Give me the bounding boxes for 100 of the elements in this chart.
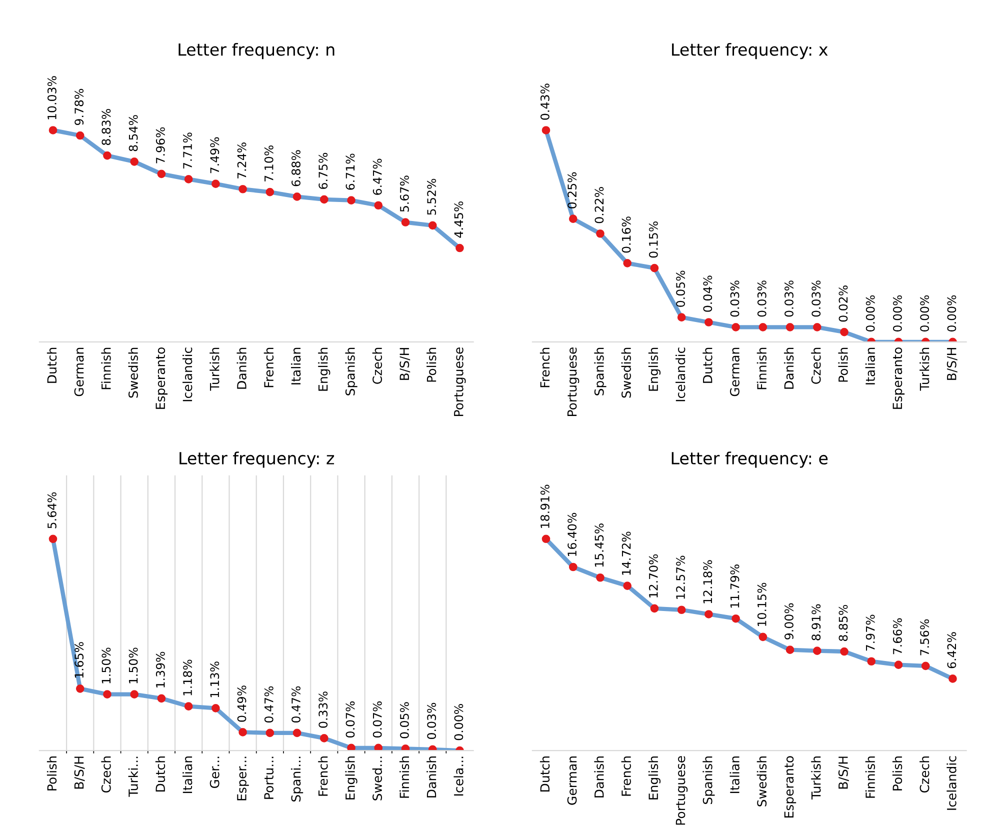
data-label: 0.47%	[264, 686, 274, 722]
x-tick-label: English	[345, 756, 358, 800]
data-label: 18.91%	[540, 484, 550, 528]
x-tick-label: B/S/H	[838, 756, 849, 789]
data-label: 0.03%	[427, 702, 436, 739]
data-label: 0.00%	[892, 295, 902, 332]
x-tick-label: Esperanto	[784, 756, 796, 818]
x-tick-label: Spani...	[290, 756, 304, 802]
x-tick-label: Turkish	[811, 756, 821, 800]
chart-title: Letter frequency: z	[180, 452, 334, 468]
x-tick-label: Esperanto	[892, 347, 905, 409]
data-label: 8.91%	[812, 604, 821, 640]
x-tick-label: Czech	[372, 348, 382, 384]
data-label: 0.15%	[648, 222, 658, 258]
x-tick-label: Icelandic	[676, 348, 686, 402]
data-label: 0.03%	[812, 280, 821, 317]
data-label: 8.85%	[838, 604, 848, 641]
data-label: 0.00%	[947, 295, 956, 332]
x-tick-label: Icela...	[454, 756, 464, 796]
x-tick-label: B/S/H	[946, 348, 958, 380]
x-tick-label: English	[318, 348, 330, 391]
data-label: 9.78%	[74, 88, 84, 126]
data-label: 0.05%	[400, 702, 409, 738]
data-label: 1.18%	[183, 660, 192, 696]
data-label: 7.96%	[156, 127, 165, 164]
x-tick-label: Finnish	[399, 756, 410, 798]
x-tick-label: Danish	[236, 348, 246, 389]
data-label: 0.49%	[237, 686, 246, 722]
data-label: 14.72%	[622, 532, 631, 575]
x-tick-label: French	[540, 348, 550, 388]
x-tick-label: Dutch	[155, 756, 166, 792]
data-label: 8.54%	[128, 115, 138, 152]
x-tick-label: Finnish	[756, 348, 767, 390]
data-label: 0.25%	[568, 172, 577, 208]
chart-title: Letter frequency: x	[672, 42, 828, 60]
data-label: 7.49%	[210, 137, 220, 174]
data-label: 0.43%	[540, 84, 550, 120]
data-label: 0.03%	[730, 280, 740, 317]
x-tick-label: Danish	[594, 756, 604, 798]
data-label: 15.45%	[594, 524, 604, 567]
data-label: 0.04%	[703, 276, 712, 312]
x-tick-label: Spanish	[345, 348, 358, 396]
x-tick-label: Turkish	[920, 348, 930, 391]
x-tick-label: French	[621, 756, 631, 796]
x-tick-label: Spanish	[702, 756, 715, 804]
x-tick-label: English	[648, 756, 661, 800]
x-tick-label: German	[567, 756, 577, 805]
x-tick-label: Portuguese	[454, 347, 466, 416]
data-label: 5.52%	[427, 178, 436, 215]
data-label: 6.75%	[318, 152, 328, 189]
x-tick-label: B/S/H	[74, 756, 85, 789]
x-tick-label: Portuguese	[676, 756, 688, 825]
x-tick-label: Portuguese	[567, 347, 580, 416]
data-label: 0.07%	[346, 701, 355, 738]
x-tick-label: Italian	[290, 348, 301, 384]
data-label: 0.00%	[866, 295, 875, 332]
x-tick-label: Polish	[426, 348, 436, 382]
data-label: 1.39%	[156, 652, 165, 688]
data-label: 6.42%	[947, 632, 956, 668]
data-label: 0.03%	[784, 280, 794, 317]
data-label: 12.70%	[648, 554, 658, 598]
x-tick-label: Icelandic	[946, 756, 956, 810]
data-label: 8.83%	[102, 108, 111, 146]
x-tick-label: Ger...	[210, 756, 220, 788]
x-tick-label: Portu...	[264, 756, 274, 799]
x-tick-label: French	[264, 348, 274, 388]
x-tick-label: English	[648, 348, 661, 391]
x-tick-label: Polish	[46, 756, 57, 790]
data-label: 0.05%	[676, 270, 685, 307]
data-label: 7.66%	[892, 618, 902, 654]
data-label: 1.13%	[210, 662, 220, 698]
data-label: 6.47%	[372, 158, 382, 195]
x-tick-label: Italian	[182, 756, 192, 794]
data-label: 7.71%	[183, 132, 192, 169]
data-label: 1.50%	[128, 648, 138, 684]
x-tick-label: Polish	[892, 756, 902, 790]
x-tick-label: Turki...	[128, 756, 138, 797]
data-label: 0.03%	[757, 280, 766, 317]
data-label: 0.00%	[920, 295, 930, 332]
x-tick-label: Finnish	[101, 348, 111, 390]
x-tick-label: Dutch	[46, 348, 57, 383]
data-label: 10.15%	[757, 582, 766, 626]
data-label: 0.22%	[594, 187, 604, 224]
x-tick-label: German	[730, 348, 740, 396]
x-tick-label: Esperanto	[156, 347, 168, 409]
x-tick-label: Swed...	[372, 756, 382, 800]
data-label: 16.40%	[568, 512, 577, 556]
x-tick-label: Czech	[811, 348, 821, 384]
data-label: 7.10%	[264, 146, 274, 182]
data-label: 0.00%	[454, 704, 464, 740]
x-tick-label: Polish	[838, 348, 848, 382]
data-label: 1.50%	[102, 648, 111, 684]
data-label: 12.18%	[703, 560, 712, 604]
x-tick-label: Danish	[426, 756, 436, 798]
x-tick-label: B/S/H	[400, 348, 410, 380]
x-tick-label: Swedish	[756, 756, 767, 806]
x-tick-label: Spanish	[594, 348, 606, 396]
data-label: 0.33%	[318, 692, 328, 728]
data-label: 5.64%	[47, 492, 56, 528]
data-label: 0.02%	[838, 286, 848, 322]
